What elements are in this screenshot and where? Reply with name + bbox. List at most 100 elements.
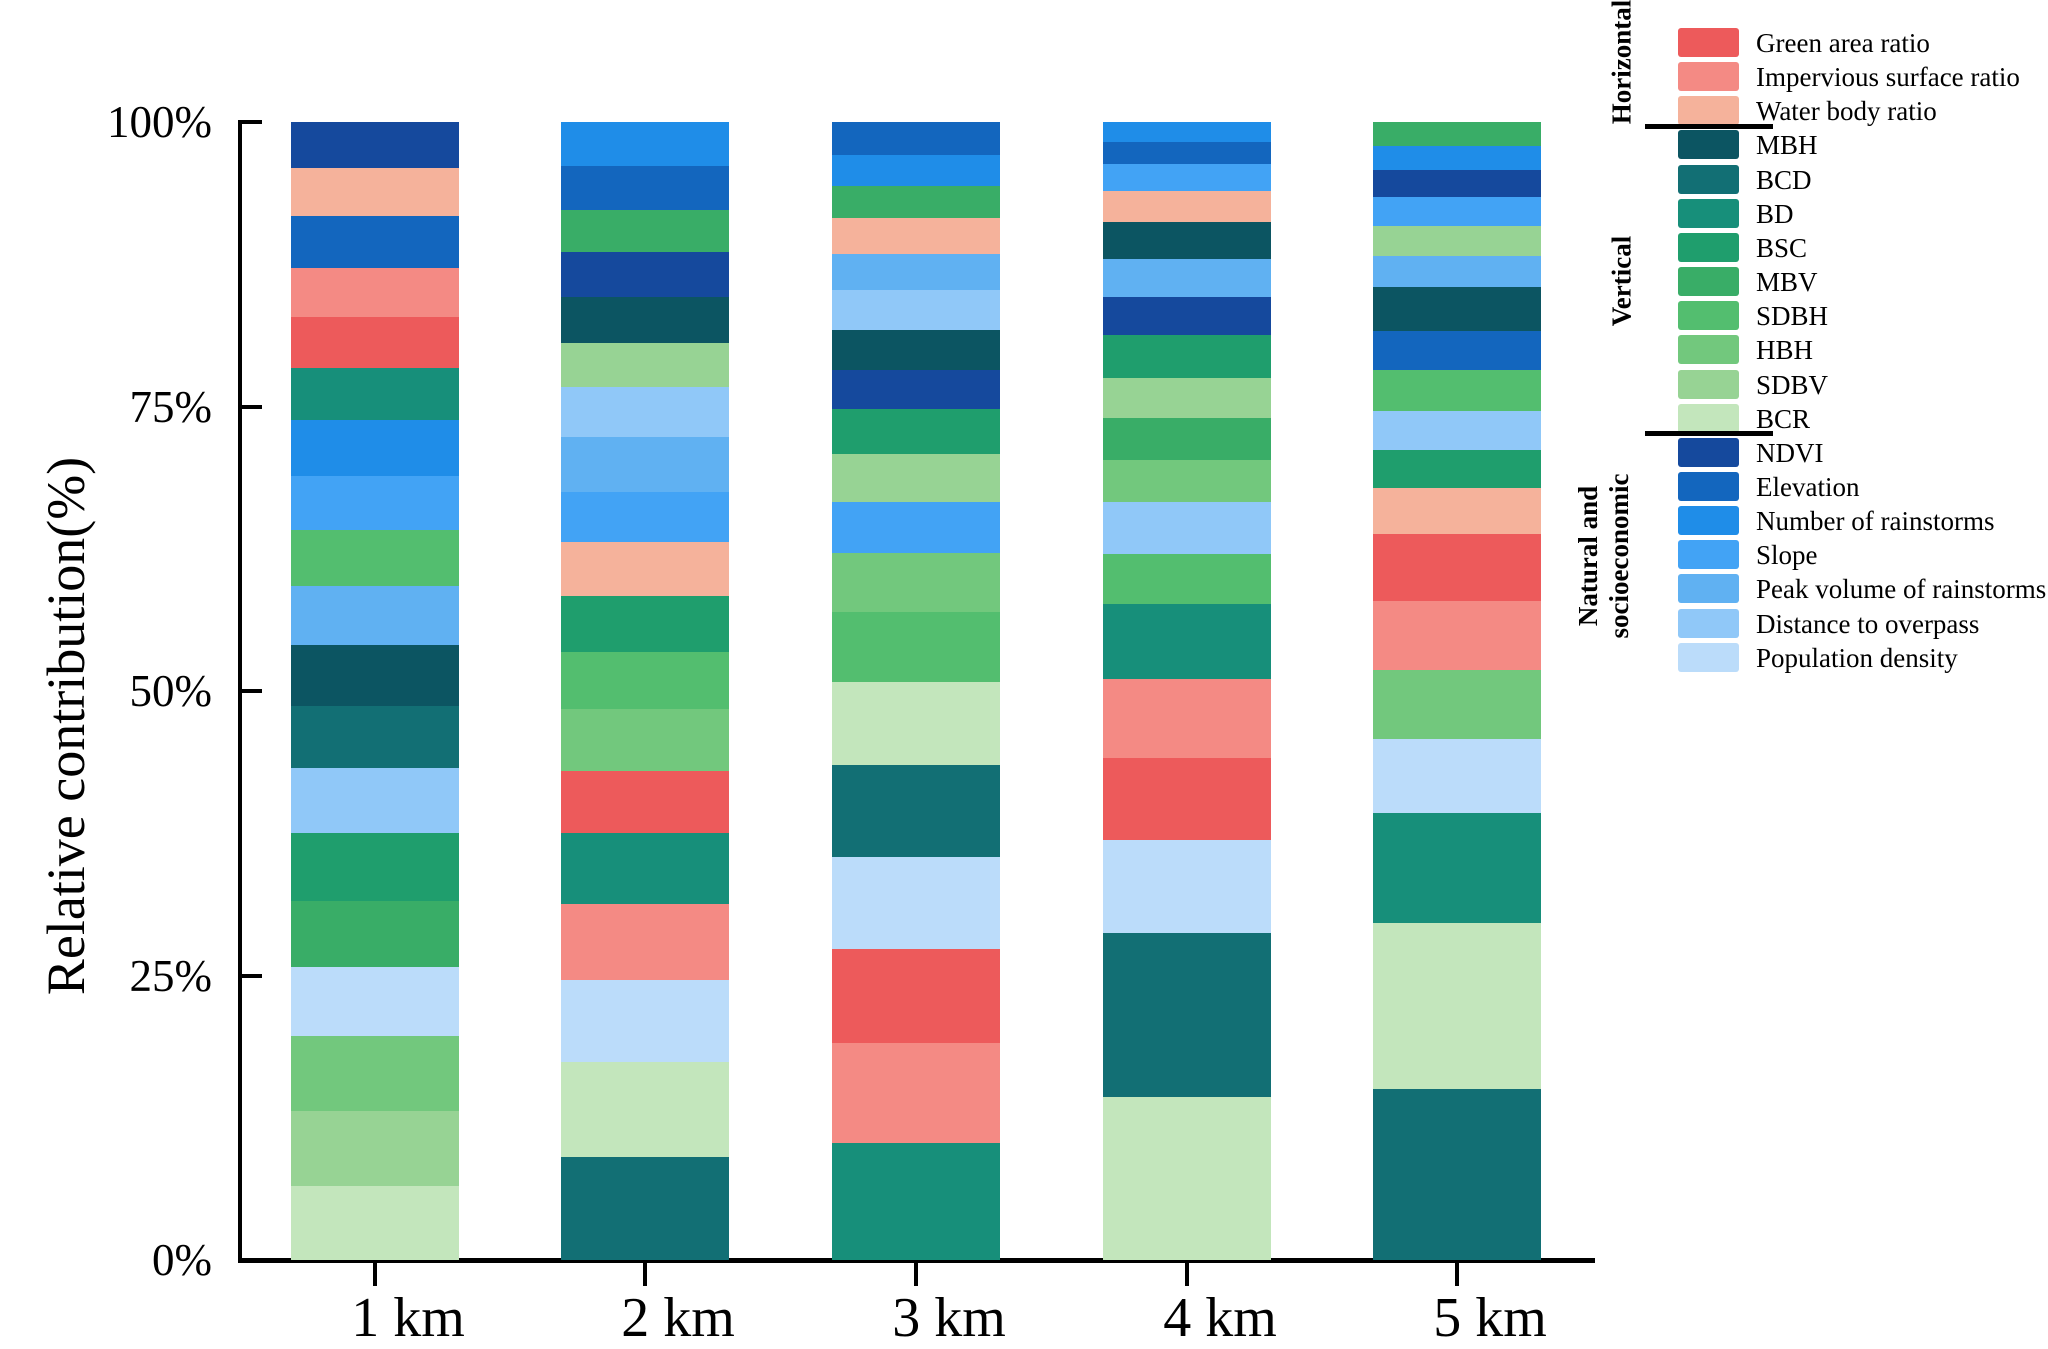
y-axis-line <box>238 120 242 1262</box>
legend-swatch-population-density <box>1678 642 1739 672</box>
bar-segment-green-area-ratio <box>1103 758 1271 840</box>
legend-item: HBH <box>1678 335 1814 366</box>
legend-swatch-water-body-ratio <box>1678 96 1739 126</box>
bar-segment-distance-to-overpass <box>1373 410 1541 450</box>
bar-segment-distance-to-overpass <box>832 290 1000 331</box>
bar-segment-bcd <box>291 705 459 769</box>
legend-item-label: MBH <box>1756 130 1818 161</box>
bar-segment-hbh <box>1103 459 1271 502</box>
bar-segment-bcr <box>561 1061 729 1158</box>
bar-segment-elevation <box>1103 142 1271 165</box>
bar-segment-number-of-rainstorms <box>832 155 1000 186</box>
bar-segment-hbh <box>561 709 729 771</box>
bar-segment-water-body-ratio <box>561 541 729 597</box>
bar-2-km <box>561 122 729 1260</box>
x-tick-mark <box>914 1263 918 1286</box>
bar-segment-mbv <box>832 185 1000 218</box>
x-tick-mark <box>1185 1263 1189 1286</box>
y-tick-label: 25% <box>129 950 213 1001</box>
legend-item-label: Population density <box>1756 642 1958 673</box>
legend-item: BD <box>1678 198 1794 229</box>
bar-3-km <box>832 122 1000 1260</box>
x-tick-mark <box>643 1263 647 1286</box>
x-tick-mark <box>1455 1263 1459 1286</box>
bar-1-km <box>291 122 459 1260</box>
y-tick-label: 0% <box>152 1235 212 1285</box>
bar-segment-bcd <box>1373 1089 1541 1260</box>
legend-group-label-horizontal: Horizontal <box>1606 0 1637 125</box>
bar-segment-sdbv <box>1103 377 1271 418</box>
bar-segment-population-density <box>1373 738 1541 813</box>
bar-segment-impervious-surface-ratio <box>561 903 729 980</box>
y-tick-mark <box>242 404 262 409</box>
bar-segment-bsc <box>832 408 1000 455</box>
legend-swatch-bcr <box>1678 403 1739 433</box>
legend-item-label: Elevation <box>1756 471 1860 502</box>
bar-segment-mbv <box>291 901 459 968</box>
bar-segment-sdbh <box>832 612 1000 682</box>
legend-item-label: Impervious surface ratio <box>1756 62 2020 93</box>
bar-4-km <box>1103 122 1271 1260</box>
legend-item: Elevation <box>1678 471 1860 502</box>
legend-item-label: SDBV <box>1756 369 1829 400</box>
legend-item: Peak volume of rainstorms <box>1678 574 2046 604</box>
y-tick-mark <box>242 689 262 693</box>
legend-item: Number of rainstorms <box>1678 506 1994 536</box>
bar-segment-mbv <box>1103 417 1271 460</box>
legend-item: SDBV <box>1678 369 1829 400</box>
bar-segment-distance-to-overpass <box>1103 501 1271 555</box>
bar-segment-impervious-surface-ratio <box>291 267 459 317</box>
legend-group-divider <box>1645 124 1773 129</box>
bar-segment-peak-volume-of-rainstorms <box>1103 258 1271 298</box>
legend-swatch-sdbv <box>1678 369 1739 399</box>
legend-swatch-mbv <box>1678 267 1739 297</box>
legend-item-label: HBH <box>1756 335 1814 366</box>
bar-segment-sdbv <box>1373 225 1541 257</box>
bar-segment-hbh <box>832 553 1000 613</box>
bar-segment-sdbh <box>1103 554 1271 605</box>
bar-segment-water-body-ratio <box>1103 191 1271 223</box>
bar-segment-ndvi <box>1103 297 1271 335</box>
bar-segment-peak-volume-of-rainstorms <box>291 586 459 646</box>
bar-segment-bcr <box>1103 1097 1271 1260</box>
legend-swatch-green-area-ratio <box>1678 28 1739 57</box>
bar-segment-bd <box>1373 812 1541 924</box>
bar-segment-ndvi <box>561 251 729 298</box>
x-tick-label: 1 km <box>351 1287 465 1349</box>
legend-item: MBV <box>1678 267 1818 297</box>
legend-item-label: Slope <box>1756 540 1818 571</box>
bar-segment-bcd <box>561 1157 729 1260</box>
bar-segment-green-area-ratio <box>561 770 729 834</box>
x-tick-mark <box>373 1263 377 1286</box>
legend-item: Water body ratio <box>1678 96 1937 127</box>
legend-item-label: Green area ratio <box>1756 28 1930 58</box>
legend-swatch-bd <box>1678 198 1739 228</box>
bar-segment-bd <box>291 367 459 421</box>
y-tick-label: 100% <box>107 97 212 147</box>
legend-item: Green area ratio <box>1678 28 1930 58</box>
bar-segment-number-of-rainstorms <box>561 122 729 167</box>
legend-item: Distance to overpass <box>1678 608 1980 639</box>
legend-item-label: Distance to overpass <box>1756 608 1980 639</box>
legend-swatch-peak-volume-of-rainstorms <box>1678 574 1739 604</box>
bar-segment-elevation <box>832 122 1000 155</box>
bar-segment-bsc <box>1373 449 1541 489</box>
bar-segment-slope <box>1373 197 1541 226</box>
bar-segment-water-body-ratio <box>1373 488 1541 534</box>
bar-segment-bcr <box>832 681 1000 765</box>
bar-segment-peak-volume-of-rainstorms <box>561 437 729 492</box>
bar-segment-bd <box>832 1142 1000 1260</box>
y-tick-mark <box>242 120 262 124</box>
bar-segment-slope <box>1103 164 1271 192</box>
bar-segment-mbh <box>291 645 459 706</box>
bar-segment-population-density <box>291 967 459 1036</box>
bar-segment-green-area-ratio <box>832 949 1000 1043</box>
bar-segment-ndvi <box>1373 169 1541 198</box>
legend-item-label: Water body ratio <box>1756 96 1937 127</box>
bar-segment-ndvi <box>291 122 459 168</box>
bar-segment-mbv <box>561 209 729 252</box>
legend-swatch-sdbh <box>1678 301 1739 331</box>
legend-item-label: NDVI <box>1756 437 1824 468</box>
legend-swatch-number-of-rainstorms <box>1678 506 1739 536</box>
